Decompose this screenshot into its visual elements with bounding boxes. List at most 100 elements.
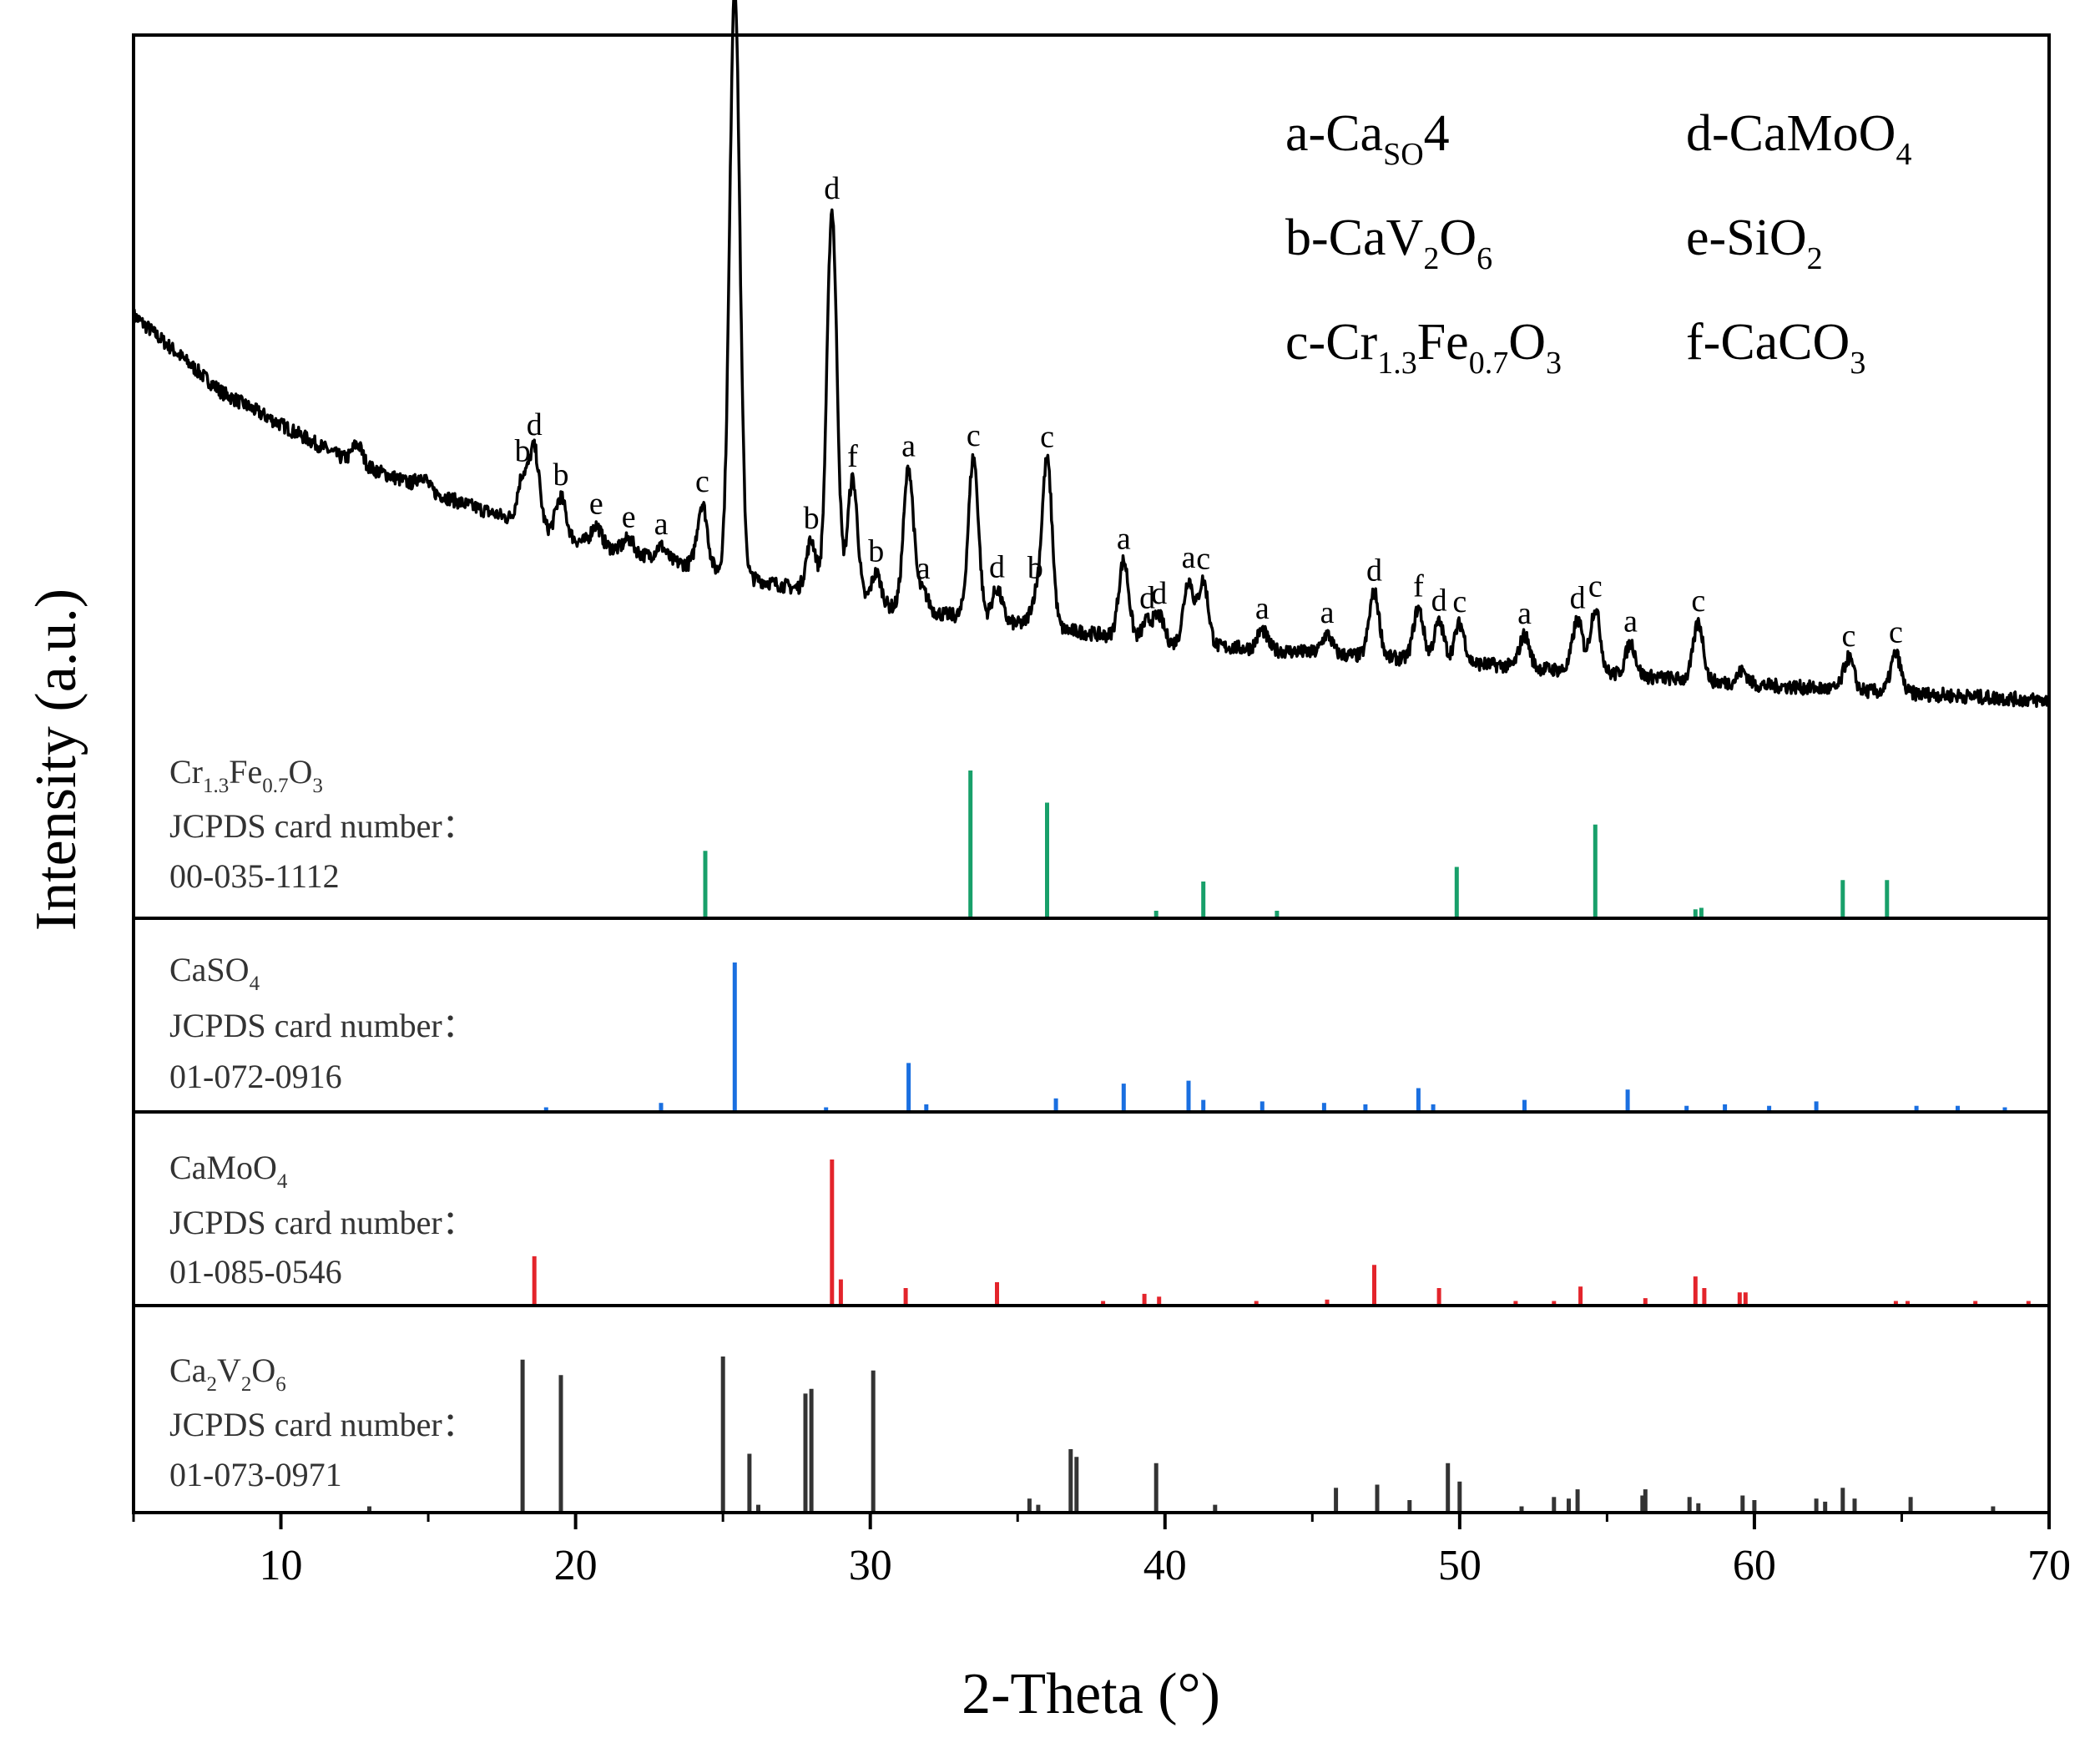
formula-part: CaV <box>1329 210 1424 266</box>
x-tick-label: 50 <box>1438 1542 1482 1589</box>
peak-label-group: bdbeeacabdfbaacdbcaddacaadfdcadcaccc <box>515 171 1903 654</box>
peak-label-b: b <box>804 501 820 536</box>
formula-part: O <box>251 1351 275 1389</box>
legend-dash: - <box>1709 210 1727 266</box>
peak-label-d: d <box>824 171 840 206</box>
formula-subscript: 4 <box>250 973 260 995</box>
legend-letter: d <box>1686 105 1712 162</box>
formula-part: CaMoO <box>169 1149 277 1186</box>
peak-label-c: c <box>1889 614 1903 649</box>
legend-letter: f <box>1686 314 1704 371</box>
peak-label-b: b <box>1027 551 1043 586</box>
peak-label-a: a <box>1320 595 1335 630</box>
peak-label-b: b <box>515 434 531 469</box>
formula-part: 4 <box>1424 105 1450 162</box>
panel-frames <box>132 33 2051 1514</box>
peak-label-d: d <box>1366 553 1382 589</box>
x-tick-label: 30 <box>849 1542 892 1589</box>
legend-dash: - <box>1309 105 1326 162</box>
formula-subscript: 3 <box>312 775 323 797</box>
formula-subscript: 1.3 <box>1377 346 1417 381</box>
ca2v2o6-panel-frame <box>132 1304 2051 1514</box>
formula-part: V <box>217 1351 241 1389</box>
peak-label-c: c <box>1196 541 1210 576</box>
formula-part: CaMoO <box>1729 105 1896 162</box>
ref-camoo4-card-text: JCPDS card number： <box>169 1204 476 1241</box>
ref-caso4-phase-label: CaSO4 <box>169 951 260 995</box>
ref-ca2v2o6-card-number: 01-073-0971 <box>169 1456 342 1493</box>
x-tick-label: 10 <box>260 1542 303 1589</box>
peak-label-e: e <box>589 486 603 521</box>
legend-dash: - <box>1309 314 1326 371</box>
peak-label-c: c <box>1588 569 1603 604</box>
x-axis: 10 20 30 40 50 60 70 <box>132 1513 2071 1589</box>
legend-entry-b: b-CaV2O6 <box>1285 210 1492 276</box>
legend-letter: a <box>1285 105 1309 162</box>
reference-stick-group <box>367 770 2031 1511</box>
peak-label-c: c <box>1040 420 1054 455</box>
ref-ca2v2o6-phase-label: Ca2V2O6 <box>169 1351 286 1396</box>
peak-label-e: e <box>622 500 636 535</box>
peak-label-c: c <box>1452 584 1466 619</box>
peak-label-d: d <box>1151 576 1167 611</box>
formula-subscript: 6 <box>1477 241 1492 276</box>
formula-part: Fe <box>229 753 262 791</box>
formula-subscript: 2 <box>241 1373 252 1396</box>
peak-label-b: b <box>868 534 884 569</box>
legend-entry-c: c-Cr1.3Fe0.7O3 <box>1285 314 1562 381</box>
formula-part: Cr <box>1325 314 1377 371</box>
legend-dash: - <box>1704 314 1721 371</box>
legend-entry-f: f-CaCO3 <box>1686 314 1865 381</box>
reference-label-group: Cr1.3Fe0.7 O 3 JCPDS card number： 00-035-1… <box>169 753 476 1493</box>
peak-label-d: d <box>1570 580 1586 615</box>
peak-label-c: c <box>967 418 981 453</box>
ref-camoo4-card-number: 01-085-0546 <box>169 1253 342 1291</box>
legend-letter: e <box>1686 210 1709 266</box>
peak-label-a: a <box>1117 521 1131 556</box>
legend-dash: - <box>1712 105 1729 162</box>
peak-label-a: a <box>1255 591 1270 626</box>
legend-dash: - <box>1311 210 1329 266</box>
formula-subscript: 0.7 <box>1469 346 1509 381</box>
x-tick-label: 40 <box>1143 1542 1187 1589</box>
formula-part: Ca <box>169 1351 207 1389</box>
peak-label-a: a <box>1517 596 1532 631</box>
formula-subscript: 0.7 <box>262 775 288 797</box>
legend-entry-a: a-CaSO4 <box>1285 105 1450 172</box>
formula-subscript: 4 <box>277 1170 288 1193</box>
formula-part: Cr <box>169 753 203 791</box>
formula-subscript: 2 <box>1423 241 1439 276</box>
ref-camoo4-phase-label: CaMoO4 <box>169 1149 288 1193</box>
formula-subscript: 6 <box>275 1373 286 1396</box>
peak-label-a: a <box>1182 540 1196 575</box>
peak-label-d: d <box>1139 581 1155 616</box>
peak-label-f: f <box>1413 569 1424 604</box>
formula-subscript: 3 <box>1850 346 1865 381</box>
formula-subscript: 4 <box>1896 137 1911 172</box>
formula-part: O <box>1508 314 1546 371</box>
ref-caso4-card-number: 01-072-0916 <box>169 1058 342 1095</box>
peak-label-a: a <box>654 507 669 542</box>
formula-subscript: 2 <box>206 1373 217 1396</box>
x-tick-label: 60 <box>1733 1542 1776 1589</box>
formula-part: Ca <box>1325 105 1383 162</box>
formula-subscript: 1.3 <box>203 775 229 797</box>
ref-caso4-card-text: JCPDS card number： <box>169 1007 476 1044</box>
peak-label-a: a <box>901 428 916 463</box>
ref-cr-fe-o-card-text: JCPDS card number： <box>169 807 476 845</box>
x-tick-label: 20 <box>554 1542 598 1589</box>
peak-label-d: d <box>989 550 1005 585</box>
formula-subscript: SO <box>1383 137 1424 172</box>
formula-subscript: 2 <box>1807 241 1823 276</box>
formula-subscript: 3 <box>1546 346 1562 381</box>
legend-letter: b <box>1285 210 1311 266</box>
legend-entry-d: d-CaMoO4 <box>1686 105 1911 172</box>
peak-label-c: c <box>1691 584 1705 619</box>
ref-ca2v2o6-card-text: JCPDS card number： <box>169 1406 476 1443</box>
formula-part: Fe <box>1417 314 1469 371</box>
peak-label-a: a <box>1623 604 1638 639</box>
peak-label-c: c <box>695 464 709 499</box>
legend-entry-e: e-SiO2 <box>1686 210 1823 276</box>
ref-cr-fe-o-card-number: 00-035-1112 <box>169 857 340 895</box>
